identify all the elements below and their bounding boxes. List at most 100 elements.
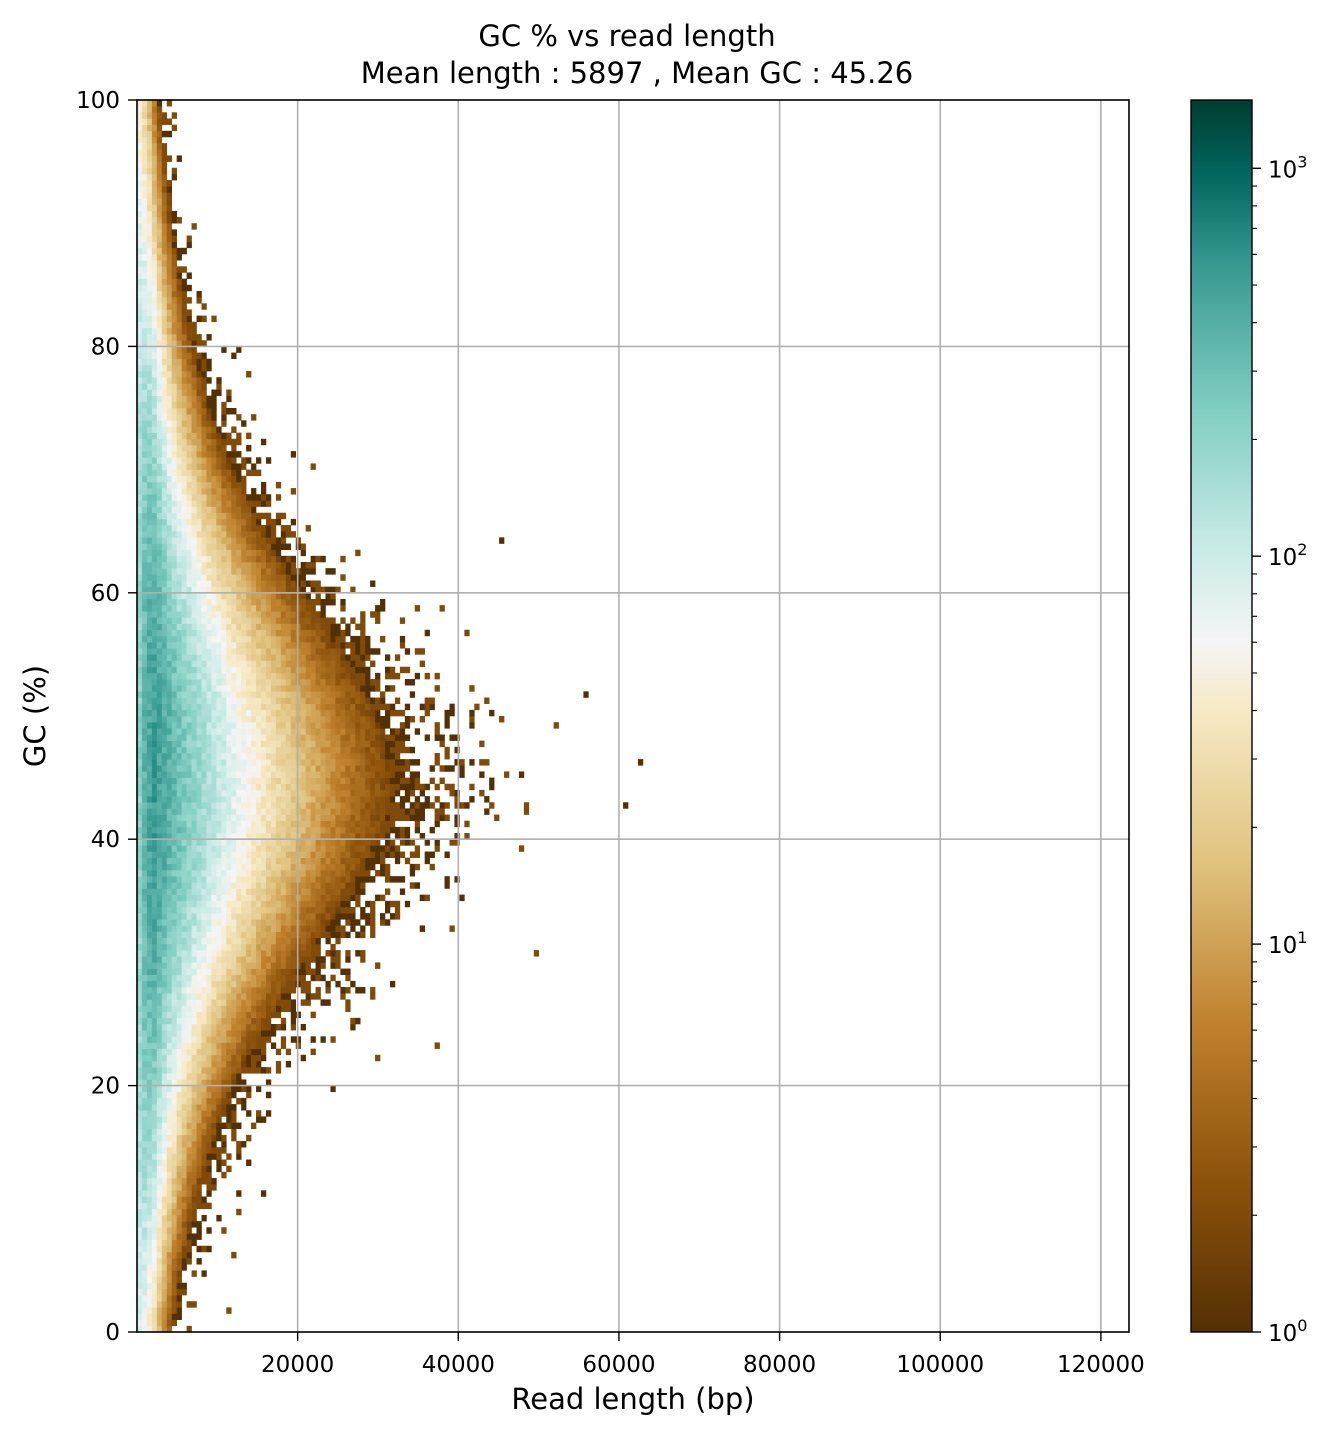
heatmap-cell	[241, 1079, 247, 1086]
heatmap-cell	[151, 1202, 158, 1210]
heatmap-cell	[161, 414, 168, 421]
heatmap-cell	[221, 586, 227, 594]
heatmap-cell	[265, 648, 272, 655]
heatmap-cell	[146, 1227, 153, 1234]
heatmap-cell	[315, 728, 321, 735]
heatmap-cell	[156, 180, 163, 187]
heatmap-cell	[146, 888, 153, 895]
heatmap-cell	[211, 783, 217, 791]
heatmap-cell	[330, 568, 336, 575]
heatmap-cell	[290, 1005, 297, 1012]
heatmap-cell	[146, 900, 153, 908]
heatmap-cell	[261, 771, 267, 778]
heatmap-cell	[246, 555, 252, 563]
heatmap-cell	[161, 303, 168, 310]
heatmap-cell	[251, 728, 257, 735]
heatmap-cell	[137, 1239, 143, 1247]
heatmap-cell	[300, 635, 306, 643]
heatmap-cell	[246, 980, 252, 988]
heatmap-cell	[196, 605, 202, 612]
heatmap-cell	[211, 746, 217, 754]
heatmap-cell	[141, 543, 148, 550]
heatmap-cell	[231, 660, 237, 668]
heatmap-cell	[176, 697, 182, 704]
heatmap-cell	[285, 525, 292, 532]
heatmap-cell	[256, 654, 262, 661]
heatmap-cell	[251, 1042, 257, 1049]
heatmap-cell	[171, 278, 177, 286]
heatmap-cell	[196, 475, 202, 483]
heatmap-cell	[161, 950, 168, 957]
heatmap-cell	[241, 709, 247, 717]
heatmap-cell	[325, 851, 331, 858]
heatmap-cell	[146, 987, 153, 994]
heatmap-cell	[161, 845, 168, 852]
heatmap-cell	[141, 703, 148, 711]
heatmap-cell	[216, 1165, 222, 1173]
heatmap-cell	[176, 432, 182, 440]
heatmap-cell	[285, 937, 292, 945]
heatmap-cell	[236, 488, 242, 495]
heatmap-cell	[236, 703, 242, 711]
heatmap-cell	[300, 759, 306, 766]
heatmap-cell	[161, 192, 168, 199]
heatmap-cell	[186, 1091, 192, 1099]
heatmap-cell	[181, 611, 187, 618]
heatmap-cell	[261, 1116, 267, 1123]
heatmap-cell	[300, 562, 306, 569]
heatmap-cell	[191, 642, 197, 649]
heatmap-cell	[310, 672, 316, 680]
heatmap-cell	[226, 851, 232, 858]
heatmap-cell	[151, 204, 158, 212]
heatmap-cell	[181, 1060, 187, 1068]
heatmap-cell	[305, 660, 311, 668]
heatmap-cell	[221, 1141, 227, 1148]
heatmap-cell	[146, 438, 153, 446]
heatmap-cell	[146, 1307, 153, 1314]
heatmap-cell	[285, 943, 292, 951]
heatmap-cell	[300, 611, 306, 618]
heatmap-cell	[146, 734, 153, 741]
heatmap-cell	[146, 284, 153, 292]
heatmap-cell	[221, 851, 227, 858]
heatmap-cell	[330, 771, 336, 778]
heatmap-cell	[146, 358, 153, 366]
heatmap-cell	[216, 777, 222, 785]
heatmap-cell	[270, 1011, 277, 1019]
heatmap-cell	[310, 882, 316, 889]
heatmap-cell	[206, 814, 212, 822]
heatmap-cell	[221, 1048, 227, 1056]
heatmap-cell	[196, 759, 202, 766]
heatmap-cell	[141, 475, 148, 483]
heatmap-cell	[201, 851, 207, 858]
heatmap-cell	[146, 679, 153, 686]
heatmap-cell	[251, 740, 257, 748]
heatmap-cell	[137, 598, 143, 606]
heatmap-cell	[196, 962, 202, 969]
heatmap-cell	[285, 605, 292, 612]
heatmap-cell	[211, 1042, 217, 1049]
heatmap-cell	[196, 870, 202, 877]
heatmap-cell	[171, 537, 177, 544]
heatmap-cell	[256, 722, 262, 729]
heatmap-cell	[137, 235, 143, 242]
heatmap-cell	[166, 1141, 173, 1148]
heatmap-cell	[171, 1245, 177, 1253]
heatmap-cell	[285, 592, 292, 600]
heatmap-cell	[201, 1128, 207, 1136]
heatmap-cell	[201, 562, 207, 569]
heatmap-cell	[261, 562, 267, 569]
heatmap-cell	[246, 500, 252, 507]
heatmap-cell	[251, 506, 257, 514]
heatmap-cell	[161, 796, 168, 803]
heatmap-cell	[171, 284, 177, 292]
heatmap-cell	[141, 660, 148, 668]
heatmap-cell	[226, 475, 232, 483]
heatmap-cell	[156, 118, 163, 125]
heatmap-cell	[261, 623, 267, 631]
heatmap-cell	[137, 457, 143, 464]
heatmap-cell	[156, 1024, 163, 1031]
heatmap-cell	[176, 882, 182, 889]
heatmap-cell	[176, 1165, 182, 1173]
heatmap-cell	[300, 691, 306, 698]
